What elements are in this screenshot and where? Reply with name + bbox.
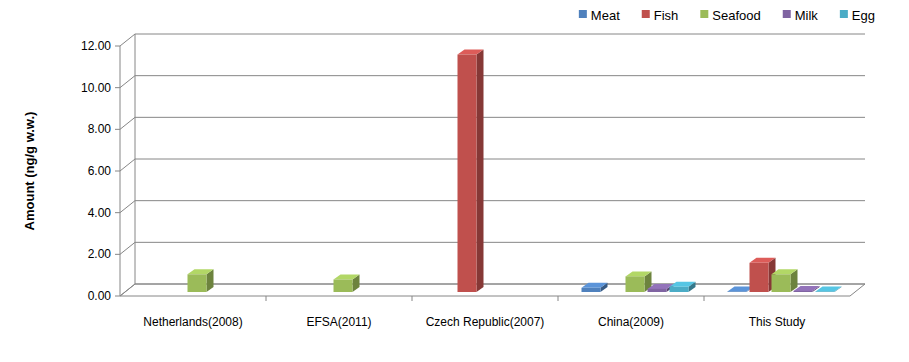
category-label: China(2009): [598, 315, 664, 329]
tick: [115, 129, 120, 130]
legend-swatch: [700, 10, 708, 18]
tick-label: 10.00: [81, 81, 111, 95]
bar-front: [794, 291, 813, 292]
tick-label: 2.00: [88, 247, 112, 261]
tick-label: 4.00: [88, 206, 112, 220]
bar-top: [334, 275, 360, 280]
category-label: This Study: [749, 315, 806, 329]
legend-label: Egg: [852, 8, 875, 23]
legend: Meat Fish Seafood Milk Egg: [579, 8, 875, 23]
bar-top: [816, 286, 842, 291]
x-tick: [412, 296, 413, 301]
bar-top: [794, 286, 820, 291]
bar: [772, 269, 798, 292]
bar-front: [728, 291, 747, 293]
bar-top: [582, 283, 608, 288]
legend-label: Fish: [654, 8, 679, 23]
bar-top: [626, 271, 652, 276]
grid-line: [120, 201, 865, 213]
bar-front: [670, 287, 689, 292]
legend-label: Milk: [795, 8, 819, 23]
category-label: Netherlands(2008): [143, 315, 242, 329]
bar-front: [582, 288, 601, 292]
tick-label: 0.00: [88, 289, 112, 303]
tick: [115, 296, 120, 297]
bar-front: [188, 274, 207, 292]
bar: [188, 269, 214, 292]
legend-swatch: [579, 10, 587, 18]
x-tick: [558, 296, 559, 301]
bar-front: [772, 274, 791, 292]
bar-top: [750, 258, 776, 263]
grid-line: [120, 76, 865, 88]
y-axis-label: Amount (ng/g w.w.): [22, 112, 37, 231]
bar: [582, 283, 608, 292]
category-label: Czech Republic(2007): [426, 315, 545, 329]
grid-line: [120, 242, 865, 254]
category-label: EFSA(2011): [306, 315, 371, 329]
bar: [670, 282, 696, 292]
legend-swatch: [642, 10, 650, 18]
grid-line: [120, 117, 865, 129]
bar-top: [188, 269, 214, 274]
bar-front: [648, 289, 667, 292]
tick: [115, 87, 120, 88]
bar: [458, 50, 484, 293]
legend-swatch: [783, 10, 791, 18]
legend-label: Meat: [591, 8, 620, 23]
tick-label: 6.00: [88, 164, 112, 178]
bar: [794, 286, 820, 292]
x-tick: [704, 296, 705, 301]
bar: [816, 286, 842, 292]
bar-front: [816, 291, 835, 293]
tick-label: 8.00: [88, 122, 112, 136]
bar: [334, 275, 360, 293]
bar-front: [334, 280, 353, 293]
grid-line: [120, 159, 865, 171]
tick: [115, 171, 120, 172]
tick: [115, 46, 120, 47]
bar-front: [626, 276, 645, 292]
grid: [115, 34, 865, 296]
x-tick: [266, 296, 267, 301]
chart: 0.00 2.00 4.00 6.00 8.00 10.00 12.00 Amount (ng…: [0, 0, 909, 362]
bars: [188, 50, 842, 293]
bar-top: [458, 50, 484, 55]
tick: [115, 254, 120, 255]
bar-front: [750, 263, 769, 292]
tick: [115, 212, 120, 213]
grid-line: [120, 34, 865, 46]
legend-label: Seafood: [712, 8, 760, 23]
tick-label: 12.00: [81, 39, 111, 53]
bar-top: [670, 282, 696, 287]
bar-front: [458, 55, 477, 293]
legend-swatch: [840, 10, 848, 18]
bar-side: [477, 50, 484, 293]
bar-top: [772, 269, 798, 274]
